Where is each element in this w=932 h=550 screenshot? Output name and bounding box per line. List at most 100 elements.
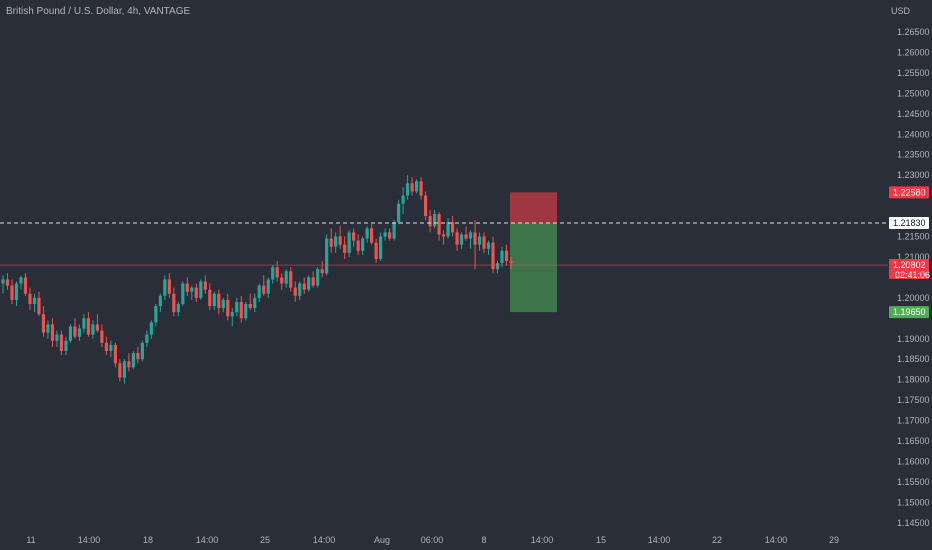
candle-body: [244, 303, 248, 319]
candle-body: [172, 293, 176, 313]
candle-body: [437, 214, 441, 235]
candle-body: [289, 271, 293, 288]
candle-body: [149, 322, 153, 335]
axis-currency: USD: [890, 6, 910, 16]
candle-body: [428, 216, 432, 227]
y-tick-label: 1.26500: [897, 27, 930, 37]
y-tick-label: 1.23500: [897, 150, 930, 160]
candle-body: [262, 285, 266, 294]
candle-body: [446, 222, 450, 237]
candle-body: [468, 232, 473, 239]
candle-body: [23, 277, 28, 294]
x-tick-label: 06:00: [421, 535, 444, 545]
candle-body: [167, 279, 171, 294]
candle-body: [311, 277, 315, 286]
x-axis-labels: 11 14:00 18 14:00 25 14:00 Aug 06:00 8 14:00 15 14:…: [26, 535, 839, 545]
candle-body: [68, 326, 73, 341]
candle-body: [334, 236, 338, 247]
candle-body: [77, 328, 82, 337]
y-tick-label: 1.19000: [897, 334, 930, 344]
candle-body: [441, 234, 446, 237]
candle-body: [176, 303, 180, 313]
candle-body: [41, 314, 46, 333]
candle-body: [477, 236, 482, 245]
y-tick-label: 1.24000: [897, 129, 930, 139]
candle-body: [329, 238, 333, 247]
candle-body: [208, 289, 212, 307]
candle-body: [113, 344, 117, 364]
candle-body: [1, 279, 5, 284]
candle-body: [298, 283, 302, 296]
stop-loss-badge: 1.22580: [893, 187, 926, 197]
candle-body: [383, 232, 387, 237]
x-tick-label: 14:00: [531, 535, 554, 545]
candle-body: [320, 269, 324, 274]
candle-body: [199, 281, 203, 298]
candle-body: [419, 181, 423, 196]
candle-body: [352, 232, 356, 241]
candle-body: [217, 293, 221, 309]
x-tick-label: 14:00: [78, 535, 101, 545]
candle-body: [491, 242, 495, 270]
candle-body: [127, 361, 131, 368]
x-tick-label: 29: [829, 535, 839, 545]
candle-body: [293, 287, 297, 296]
candle-body: [140, 342, 144, 360]
stop-loss-zone: [510, 192, 557, 224]
candle-body: [226, 299, 230, 317]
candle-body: [379, 236, 383, 259]
y-tick-label: 1.20000: [897, 293, 930, 303]
candle-body: [19, 277, 23, 284]
candle-body: [194, 287, 198, 298]
candle-body: [73, 326, 77, 337]
candle-body: [414, 181, 419, 192]
candle-body: [185, 283, 189, 292]
candle-body: [275, 267, 279, 278]
current-price-badge: 1.20802: [893, 260, 926, 270]
candle-body: [10, 285, 14, 300]
y-tick-label: 1.24500: [897, 109, 930, 119]
symbol-title[interactable]: British Pound / U.S. Dollar, 4h, VANTAGE: [6, 6, 191, 17]
candle-body: [253, 297, 257, 309]
y-tick-label: 1.21500: [897, 232, 930, 242]
candle-body: [271, 267, 275, 280]
y-tick-label: 1.17500: [897, 395, 930, 405]
candle-body: [37, 297, 41, 315]
candle-body: [118, 363, 122, 378]
candle-body: [145, 334, 149, 343]
candle-body: [486, 242, 491, 249]
entry-badge-bg: [889, 217, 929, 230]
candle-body: [64, 340, 68, 352]
x-tick-label: Aug: [374, 535, 390, 545]
current-price-badge-bg: [889, 259, 929, 280]
x-tick-label: 11: [26, 535, 35, 545]
candle-body: [163, 279, 167, 296]
candle-body: [136, 353, 140, 360]
y-tick-label: 1.25500: [897, 68, 930, 78]
candle-body: [388, 232, 392, 239]
candle-body: [221, 299, 225, 309]
take-profit-zone: [510, 223, 557, 313]
candle-body: [109, 344, 113, 352]
y-tick-label: 1.15000: [897, 497, 930, 507]
y-tick-label: 1.16000: [897, 456, 930, 466]
y-tick-label: 1.18000: [897, 375, 930, 385]
candle-body: [356, 240, 360, 251]
candle-body: [455, 232, 459, 245]
y-axis-labels: 1.26500 1.26000 1.25500 1.25000 1.24500 1.240…: [897, 27, 930, 528]
y-tick-label: 1.15500: [897, 477, 930, 487]
y-tick-label: 1.14500: [897, 518, 930, 528]
y-tick-label: 1.26000: [897, 47, 930, 57]
x-tick-label: 8: [481, 535, 486, 545]
candle-body: [284, 271, 288, 284]
x-tick-label: 18: [143, 535, 153, 545]
position-tool[interactable]: [510, 192, 557, 313]
candle-body: [248, 303, 252, 309]
candle-body: [203, 281, 207, 290]
stop-loss-badge-bg: [889, 186, 929, 199]
candle-body: [361, 238, 365, 251]
candle-body: [100, 330, 104, 343]
candle-body: [397, 203, 401, 223]
